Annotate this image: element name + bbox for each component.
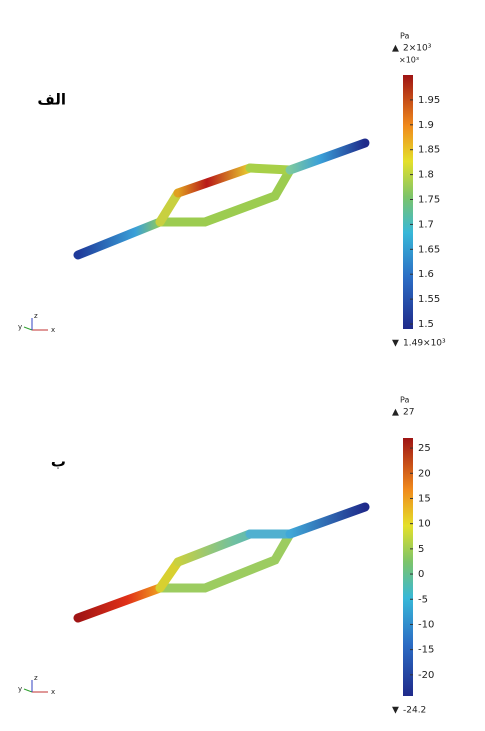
multiplier: ×10³ — [399, 56, 419, 65]
max-label: 2×10³ — [403, 44, 432, 54]
tick-label: 1.85 — [418, 145, 440, 156]
tick-label: -20 — [418, 670, 434, 681]
triad-label: y — [18, 685, 22, 693]
tick-label: -10 — [418, 619, 434, 630]
tick-label: 5 — [418, 544, 424, 555]
figure: الفPa▲2×10³×10³▼1.49×10³1.51.551.61.651.… — [0, 0, 485, 731]
tick-label: 1.55 — [418, 294, 440, 305]
pipe-2 — [78, 507, 365, 618]
tick-label: 25 — [418, 443, 431, 454]
triad-label: y — [18, 323, 22, 331]
tick-label: 15 — [418, 493, 431, 504]
tick-label: 1.75 — [418, 195, 440, 206]
max-label: 27 — [403, 408, 414, 418]
tick-label: 1.8 — [418, 170, 434, 181]
tick-label: 0 — [418, 569, 424, 580]
colorbar — [403, 75, 413, 329]
triad-label: z — [34, 674, 38, 682]
triad-label: z — [34, 312, 38, 320]
min-arrow: ▼ — [392, 706, 399, 716]
unit: Pa — [400, 396, 409, 405]
panel-label: ب — [51, 453, 66, 471]
tick-label: 1.7 — [418, 219, 434, 230]
min-label: 1.49×10³ — [403, 339, 446, 349]
max-arrow: ▲ — [392, 44, 399, 54]
max-arrow: ▲ — [392, 408, 399, 418]
unit: Pa — [400, 32, 409, 41]
triad-y — [24, 689, 32, 692]
triad-y — [24, 327, 32, 330]
tick-label: 1.65 — [418, 244, 440, 255]
tick-label: -15 — [418, 645, 434, 656]
min-label: -24.2 — [403, 706, 426, 716]
tick-label: 1.9 — [418, 120, 434, 131]
triad-label: x — [51, 326, 55, 334]
colorbar — [403, 438, 413, 696]
tick-label: -5 — [418, 594, 428, 605]
tick-label: 1.5 — [418, 319, 434, 330]
min-arrow: ▼ — [392, 339, 399, 349]
tick-label: 1.6 — [418, 269, 434, 280]
panel-label: الف — [37, 91, 66, 109]
pipe-1 — [78, 143, 365, 255]
tick-label: 20 — [418, 468, 431, 479]
tick-label: 1.95 — [418, 95, 440, 106]
triad-label: x — [51, 688, 55, 696]
tick-label: 10 — [418, 519, 431, 530]
